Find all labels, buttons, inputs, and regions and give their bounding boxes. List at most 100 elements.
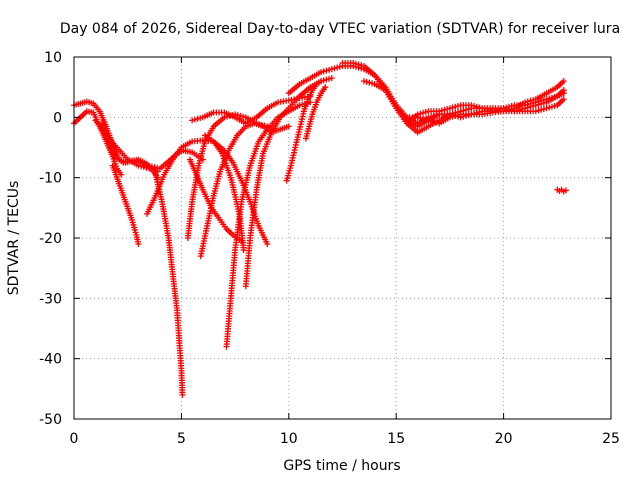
- data-point: [296, 102, 303, 109]
- data-point: [154, 164, 161, 171]
- data-point: [538, 106, 545, 113]
- data-point: [454, 112, 461, 119]
- data-point: [118, 171, 125, 178]
- data-point: [323, 67, 330, 74]
- series-arc-18: [339, 60, 567, 136]
- data-point: [532, 108, 539, 115]
- data-point: [449, 113, 456, 120]
- data-point: [430, 118, 437, 125]
- data-point: [318, 69, 325, 76]
- y-tick-label: -40: [39, 352, 62, 368]
- data-point: [237, 112, 244, 119]
- data-point: [191, 116, 198, 123]
- data-point: [369, 80, 376, 87]
- x-tick-label: 5: [177, 431, 186, 447]
- data-point: [331, 65, 338, 72]
- data-point: [318, 78, 325, 85]
- data-point: [420, 115, 427, 122]
- data-point: [414, 114, 421, 121]
- data-point: [560, 90, 567, 97]
- data-point: [326, 75, 333, 82]
- data-point: [355, 61, 362, 68]
- data-point: [320, 77, 327, 84]
- data-point: [543, 105, 550, 112]
- y-tick-label: -50: [39, 412, 62, 428]
- x-tick-label: 0: [70, 431, 79, 447]
- data-point: [428, 118, 435, 125]
- data-point: [328, 66, 335, 73]
- data-point: [352, 60, 359, 67]
- data-point: [471, 103, 478, 110]
- y-tick-label: 10: [44, 50, 62, 66]
- data-point: [140, 164, 147, 171]
- grid-lines: [74, 57, 611, 419]
- data-point: [350, 60, 357, 67]
- data-point: [444, 106, 451, 113]
- x-tick-label: 25: [602, 431, 620, 447]
- data-point: [452, 112, 459, 119]
- data-point: [135, 241, 142, 248]
- data-point: [363, 78, 370, 85]
- series-arc-22: [554, 186, 569, 195]
- data-point: [473, 103, 480, 110]
- data-point: [546, 104, 553, 111]
- series-arc-14: [242, 75, 335, 290]
- data-point: [551, 103, 558, 110]
- data-point: [452, 103, 459, 110]
- tick-labels: 0 5 10 15 20 25 10 0 -10 -20 -30 -40 -50: [39, 50, 620, 447]
- data-point: [285, 123, 292, 130]
- x-tick-label: 10: [280, 431, 298, 447]
- data-point: [468, 102, 475, 109]
- data-point: [334, 64, 341, 71]
- data-point: [476, 104, 483, 111]
- data-point: [449, 104, 456, 111]
- data-point: [454, 103, 461, 110]
- data-point: [189, 117, 196, 124]
- data-point: [422, 109, 429, 116]
- data-point: [194, 115, 201, 122]
- data-point: [425, 117, 432, 124]
- series-arc-3: [109, 162, 142, 248]
- data-point: [441, 106, 448, 113]
- data-point: [240, 247, 247, 254]
- axis-ticks: [73, 56, 612, 420]
- series-arc-12: [202, 132, 247, 254]
- data-point: [328, 75, 335, 82]
- data-point: [240, 113, 247, 120]
- data-point: [562, 187, 569, 194]
- data-point: [560, 96, 567, 103]
- data-point: [436, 108, 443, 115]
- series-arc-9: [186, 156, 245, 245]
- data-point: [366, 79, 373, 86]
- data-point: [530, 103, 537, 110]
- data-point: [264, 241, 271, 248]
- data-point: [179, 391, 186, 398]
- data-point: [446, 114, 453, 121]
- data-point: [320, 68, 327, 75]
- data-point: [532, 102, 539, 109]
- data-point: [360, 78, 367, 85]
- data-point: [548, 103, 555, 110]
- data-point: [420, 109, 427, 116]
- data-point: [446, 105, 453, 112]
- y-tick-label: -20: [39, 231, 62, 247]
- series-arc-7: [152, 171, 186, 398]
- data-point: [538, 100, 545, 107]
- data-point: [326, 66, 333, 73]
- series-arc-16: [302, 84, 329, 142]
- x-tick-label: 20: [495, 431, 513, 447]
- data-point: [151, 164, 158, 171]
- data-point: [417, 115, 424, 122]
- y-tick-label: 0: [53, 110, 62, 126]
- data-point: [535, 101, 542, 108]
- data-point: [540, 106, 547, 113]
- data-point: [148, 163, 155, 170]
- series-arc-15: [283, 78, 325, 184]
- data-point: [535, 107, 542, 114]
- data-point: [438, 107, 445, 114]
- y-tick-label: -10: [39, 171, 62, 187]
- series-arc-21: [403, 96, 567, 127]
- data-point: [197, 115, 204, 122]
- chart-title: Day 084 of 2026, Sidereal Day-to-day VTE…: [60, 21, 620, 37]
